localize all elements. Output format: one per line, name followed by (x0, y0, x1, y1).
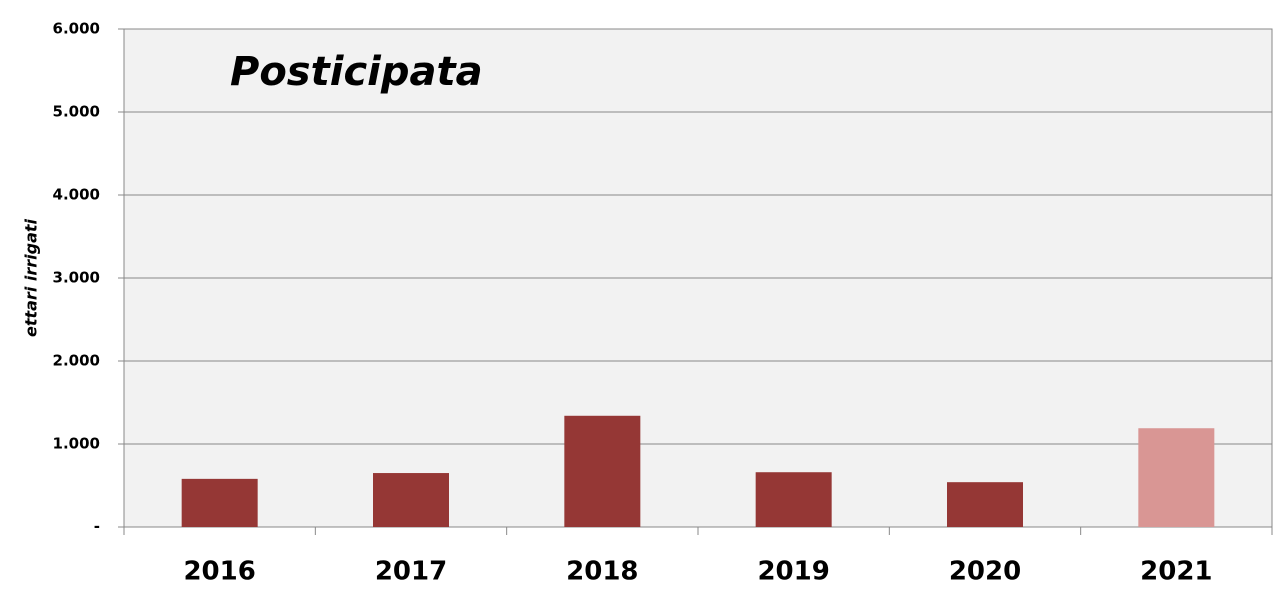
y-tick-label: 1.000 (53, 435, 100, 453)
x-tick-label: 2020 (949, 557, 1021, 587)
bar (755, 472, 832, 527)
x-tick-label: 2019 (757, 557, 829, 587)
chart-title: Posticipata (230, 49, 483, 95)
bar (947, 482, 1023, 527)
bar (373, 473, 449, 527)
x-tick-label: 2018 (566, 557, 638, 587)
y-axis-label: ettari irrigati (22, 218, 41, 337)
y-tick-label: 6.000 (53, 20, 100, 38)
y-tick-label: 5.000 (53, 103, 100, 121)
bar (564, 415, 641, 527)
y-tick-label: 2.000 (53, 352, 100, 370)
x-tick-label: 2021 (1140, 557, 1212, 587)
x-tick-label: 2017 (375, 557, 447, 587)
bar (181, 478, 258, 527)
y-tick-label: 4.000 (53, 186, 100, 204)
y-tick-label: 3.000 (53, 269, 100, 287)
x-tick-label: 2016 (183, 557, 255, 587)
y-tick-label: - (94, 518, 100, 536)
bar (1138, 428, 1215, 527)
